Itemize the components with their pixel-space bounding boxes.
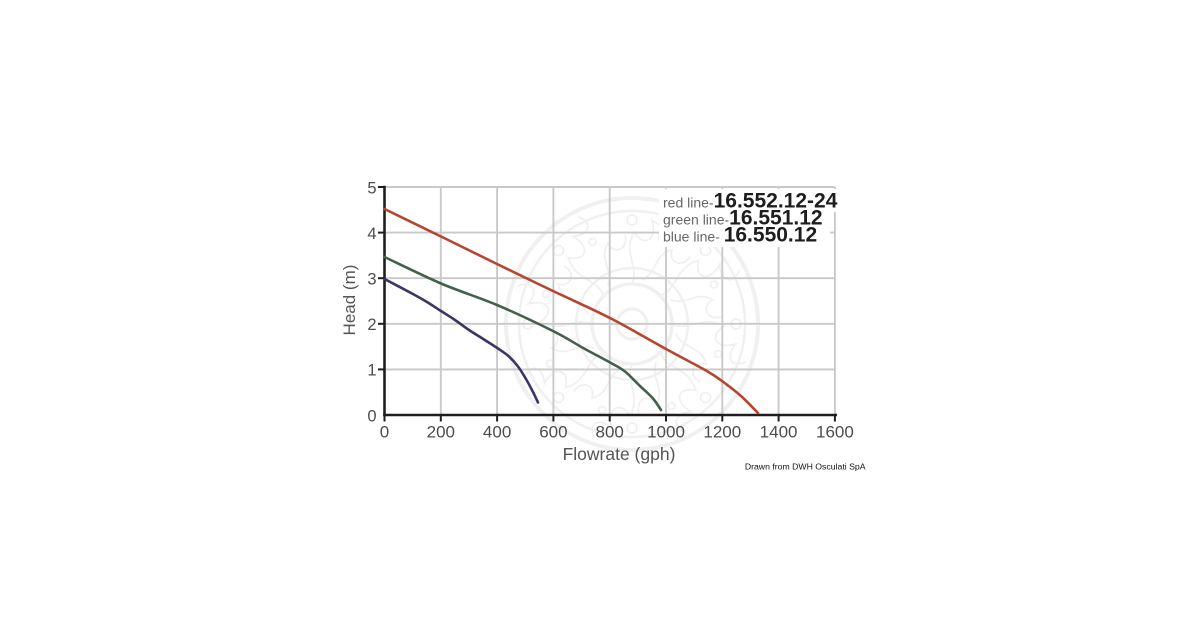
svg-text:1400: 1400 <box>760 422 798 441</box>
svg-text:800: 800 <box>596 422 624 441</box>
svg-text:green line-16.551.12: green line-16.551.12 <box>663 207 823 230</box>
svg-text:red line-16.552.12-24: red line-16.552.12-24 <box>663 190 838 213</box>
svg-text:2: 2 <box>367 316 376 334</box>
svg-text:600: 600 <box>539 422 567 441</box>
svg-text:200: 200 <box>427 422 455 441</box>
svg-text:3: 3 <box>367 271 376 289</box>
svg-text:1000: 1000 <box>647 422 685 441</box>
svg-text:5: 5 <box>367 179 376 197</box>
svg-text:0: 0 <box>367 407 376 425</box>
svg-text:4: 4 <box>367 225 376 243</box>
svg-text:0: 0 <box>380 422 389 441</box>
svg-text:Flowrate (gph): Flowrate (gph) <box>563 444 676 464</box>
svg-text:Head (m): Head (m) <box>340 265 359 336</box>
svg-text:Drawn from DWH Osculati SpA: Drawn from DWH Osculati SpA <box>745 462 866 472</box>
svg-text:1600: 1600 <box>816 422 854 441</box>
svg-text:1: 1 <box>367 362 376 380</box>
svg-text:blue line- 16.550.12: blue line- 16.550.12 <box>663 224 817 247</box>
svg-text:400: 400 <box>483 422 511 441</box>
svg-text:1200: 1200 <box>703 422 741 441</box>
